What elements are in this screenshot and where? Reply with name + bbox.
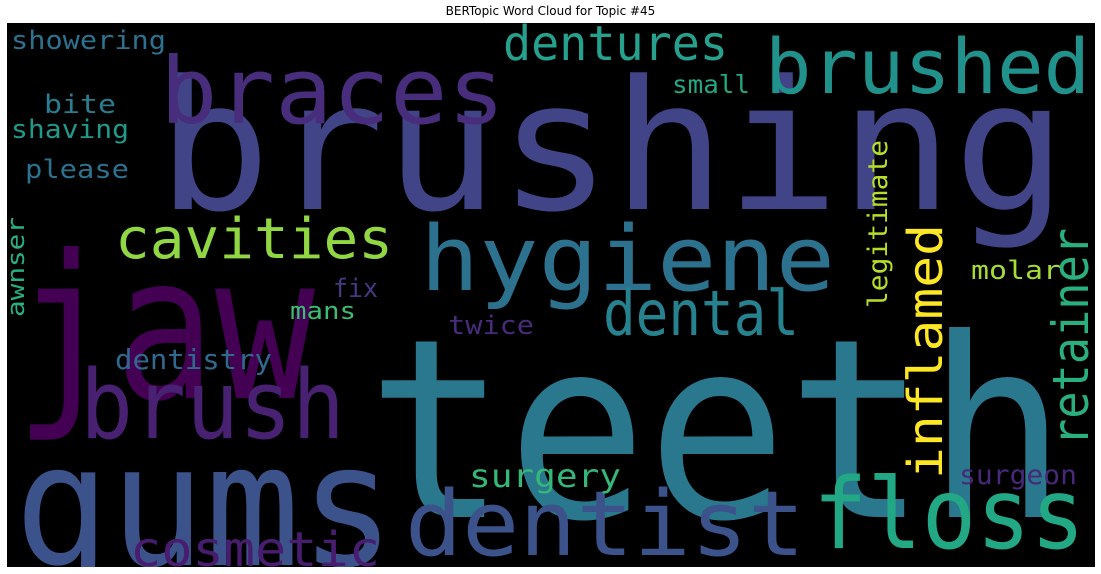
word-shaving: shaving: [11, 115, 129, 145]
word-hygiene: hygiene: [420, 207, 835, 312]
word-floss: floss: [813, 458, 1085, 567]
word-retainer: retainer: [1042, 228, 1095, 446]
word-cavities: cavities: [115, 207, 393, 272]
word-mans: mans: [290, 297, 356, 325]
word-brushing: brushing: [157, 43, 1067, 252]
word-please: please: [25, 155, 129, 185]
chart-title: BERTopic Word Cloud for Topic #45: [445, 4, 656, 18]
word-bite: bite: [44, 90, 116, 120]
word-gums: gums: [15, 408, 395, 567]
word-teeth: teeth: [367, 285, 1067, 567]
word-surgeon: surgeon: [959, 460, 1077, 491]
word-dental: dental: [603, 277, 799, 350]
word-legitimate: legitimate: [863, 140, 894, 308]
word-cloud: brushing teeth jaw gums brushed braces hygiene…: [7, 23, 1095, 567]
word-brush: brush: [80, 351, 345, 461]
cloud-background: [7, 23, 1095, 567]
word-surgery: surgery: [469, 457, 621, 495]
word-molar: molar: [971, 256, 1061, 286]
word-braces: braces: [160, 38, 505, 145]
word-dentistry: dentistry: [115, 343, 272, 376]
word-showering: showering: [11, 26, 166, 56]
word-fix: fix: [333, 274, 378, 304]
word-inflamed: inflamed: [898, 224, 954, 479]
word-jaw: jaw: [15, 213, 315, 446]
word-awnser: awnser: [7, 217, 30, 317]
word-dentures: dentures: [503, 23, 728, 72]
word-twice: twice: [448, 311, 534, 341]
word-dentist: dentist: [405, 472, 805, 567]
word-cosmetic: cosmetic: [130, 522, 380, 567]
word-brushed: brushed: [765, 23, 1090, 111]
word-small: small: [672, 70, 750, 99]
